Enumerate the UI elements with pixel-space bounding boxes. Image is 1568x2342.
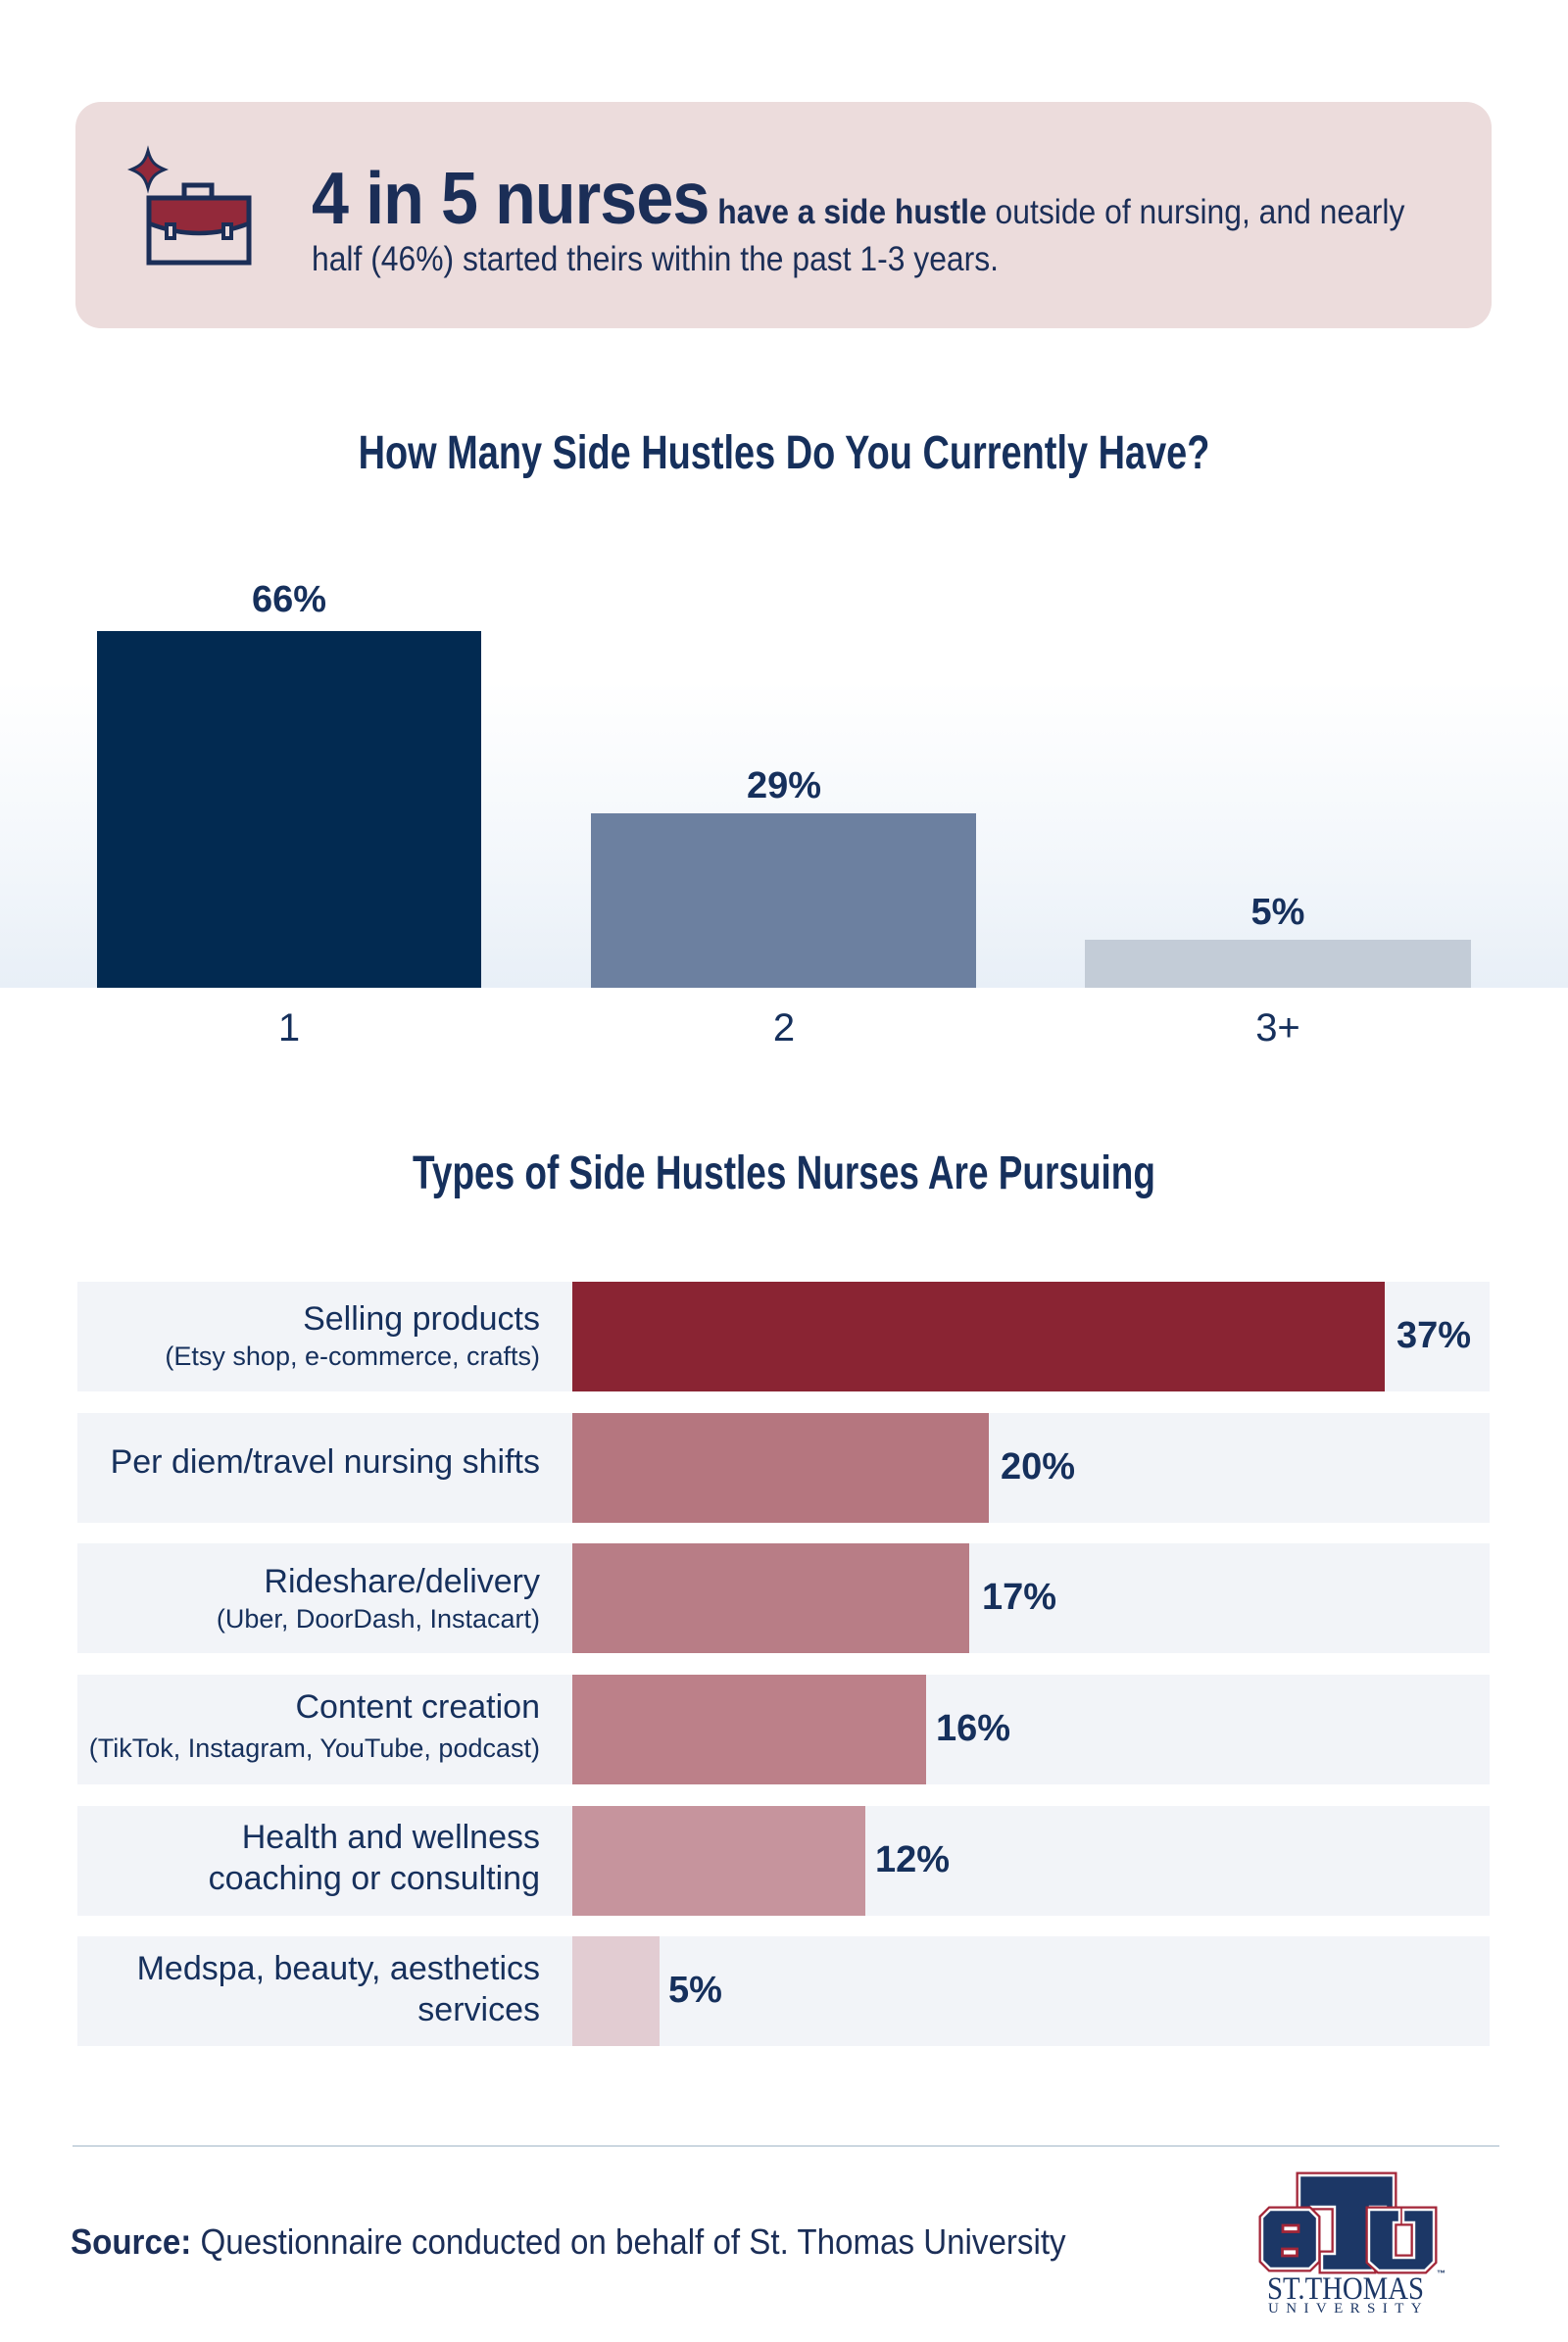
svg-text:UNIVERSITY: UNIVERSITY [1268, 2301, 1429, 2317]
svg-text:ST.THOMAS: ST.THOMAS [1267, 2270, 1424, 2306]
svg-text:™: ™ [1437, 2269, 1446, 2278]
